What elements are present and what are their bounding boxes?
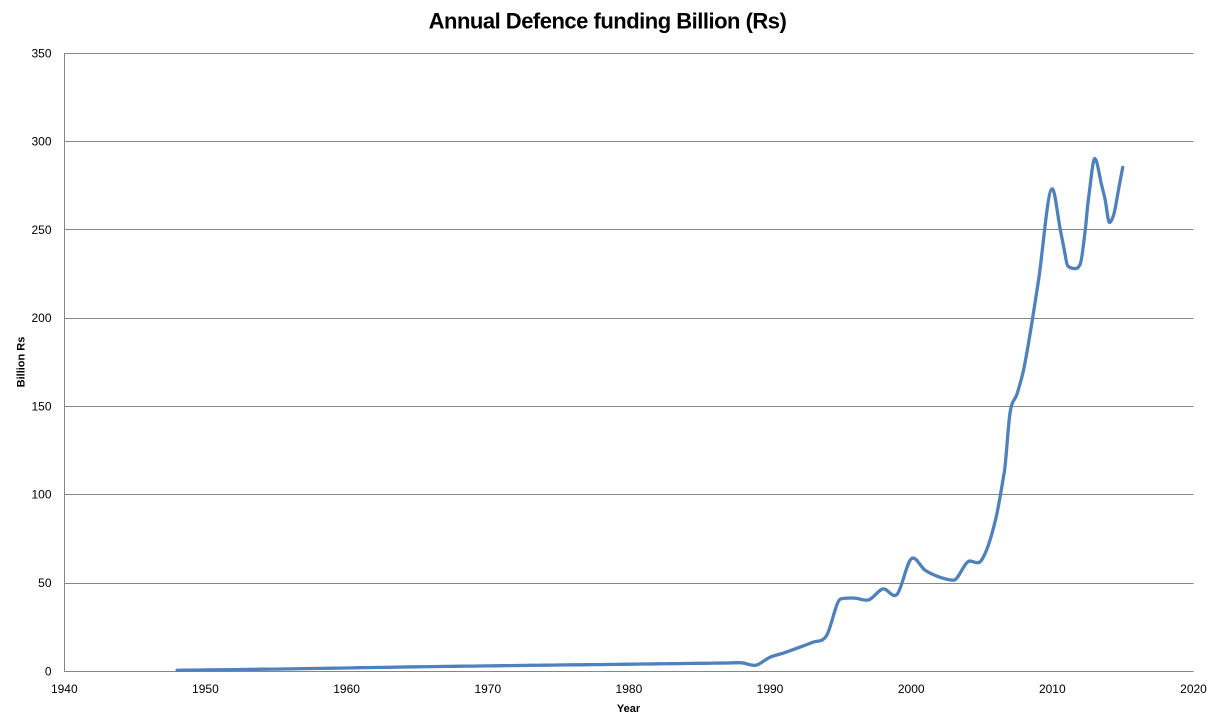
svg-text:250: 250 [31, 223, 51, 237]
svg-text:1950: 1950 [192, 682, 219, 696]
svg-text:150: 150 [31, 399, 51, 413]
svg-text:2020: 2020 [1180, 682, 1207, 696]
svg-text:100: 100 [31, 488, 51, 502]
svg-text:1970: 1970 [474, 682, 501, 696]
svg-text:1990: 1990 [757, 682, 784, 696]
svg-text:1940: 1940 [51, 682, 78, 696]
svg-text:1960: 1960 [333, 682, 360, 696]
svg-text:2010: 2010 [1039, 682, 1066, 696]
svg-text:350: 350 [31, 46, 51, 60]
svg-text:200: 200 [31, 311, 51, 325]
svg-text:1980: 1980 [616, 682, 643, 696]
svg-text:50: 50 [38, 576, 52, 590]
svg-text:Annual Defence funding Billion: Annual Defence funding Billion (Rs) [429, 9, 787, 34]
svg-text:Billion Rs: Billion Rs [16, 337, 28, 388]
svg-text:0: 0 [45, 664, 52, 678]
svg-text:300: 300 [31, 135, 51, 149]
svg-text:Year: Year [617, 703, 641, 715]
svg-text:2000: 2000 [898, 682, 925, 696]
